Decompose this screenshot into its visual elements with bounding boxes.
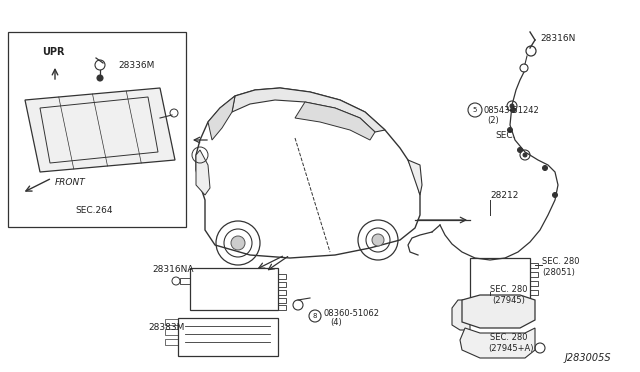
- Bar: [278, 298, 286, 303]
- Text: 8: 8: [313, 313, 317, 319]
- Circle shape: [508, 128, 513, 132]
- Circle shape: [510, 104, 514, 108]
- Polygon shape: [408, 160, 422, 195]
- Bar: [180, 278, 190, 284]
- Circle shape: [97, 75, 103, 81]
- Text: 28316NA: 28316NA: [152, 266, 193, 275]
- Text: (4): (4): [330, 318, 342, 327]
- Text: FRONT: FRONT: [55, 177, 86, 186]
- Polygon shape: [208, 96, 235, 140]
- Text: (27945): (27945): [492, 295, 525, 305]
- Bar: [8, 32, 186, 227]
- Bar: [165, 319, 178, 325]
- Text: J283005S: J283005S: [565, 353, 612, 363]
- Text: 28336M: 28336M: [118, 61, 154, 70]
- Text: (27945+A): (27945+A): [488, 343, 534, 353]
- Bar: [165, 339, 178, 345]
- Bar: [530, 281, 538, 286]
- Circle shape: [552, 192, 557, 198]
- Polygon shape: [25, 88, 175, 172]
- Circle shape: [372, 234, 384, 246]
- Bar: [165, 329, 178, 335]
- Circle shape: [543, 166, 547, 170]
- Text: SEC. 280: SEC. 280: [490, 334, 527, 343]
- Bar: [278, 274, 286, 279]
- Text: 08360-51062: 08360-51062: [323, 308, 379, 317]
- Text: (28051): (28051): [542, 267, 575, 276]
- Text: SEC. 280: SEC. 280: [542, 257, 579, 266]
- Circle shape: [523, 153, 527, 157]
- Bar: [278, 290, 286, 295]
- Bar: [530, 263, 538, 268]
- Bar: [530, 272, 538, 277]
- Polygon shape: [232, 88, 385, 132]
- Polygon shape: [295, 102, 375, 140]
- Polygon shape: [460, 328, 535, 358]
- Circle shape: [518, 148, 522, 153]
- Text: 28212: 28212: [490, 190, 518, 199]
- Text: SEC. 280: SEC. 280: [490, 285, 527, 295]
- Bar: [530, 290, 538, 295]
- Bar: [278, 282, 286, 287]
- Text: 28316N: 28316N: [540, 33, 575, 42]
- Bar: [190, 268, 278, 310]
- Text: 08543-51242: 08543-51242: [483, 106, 539, 115]
- Polygon shape: [196, 150, 210, 195]
- Text: 28383M: 28383M: [148, 324, 184, 333]
- Text: (2): (2): [487, 115, 499, 125]
- Text: UPR: UPR: [42, 47, 65, 57]
- Circle shape: [511, 108, 515, 112]
- Text: SEC.264: SEC.264: [75, 205, 113, 215]
- Circle shape: [231, 236, 245, 250]
- Text: 5: 5: [473, 107, 477, 113]
- Polygon shape: [462, 295, 535, 328]
- Polygon shape: [196, 88, 420, 258]
- Polygon shape: [452, 300, 470, 330]
- Bar: [278, 305, 286, 310]
- Bar: [470, 258, 530, 300]
- Text: SEC.: SEC.: [495, 131, 515, 140]
- Bar: [178, 318, 278, 356]
